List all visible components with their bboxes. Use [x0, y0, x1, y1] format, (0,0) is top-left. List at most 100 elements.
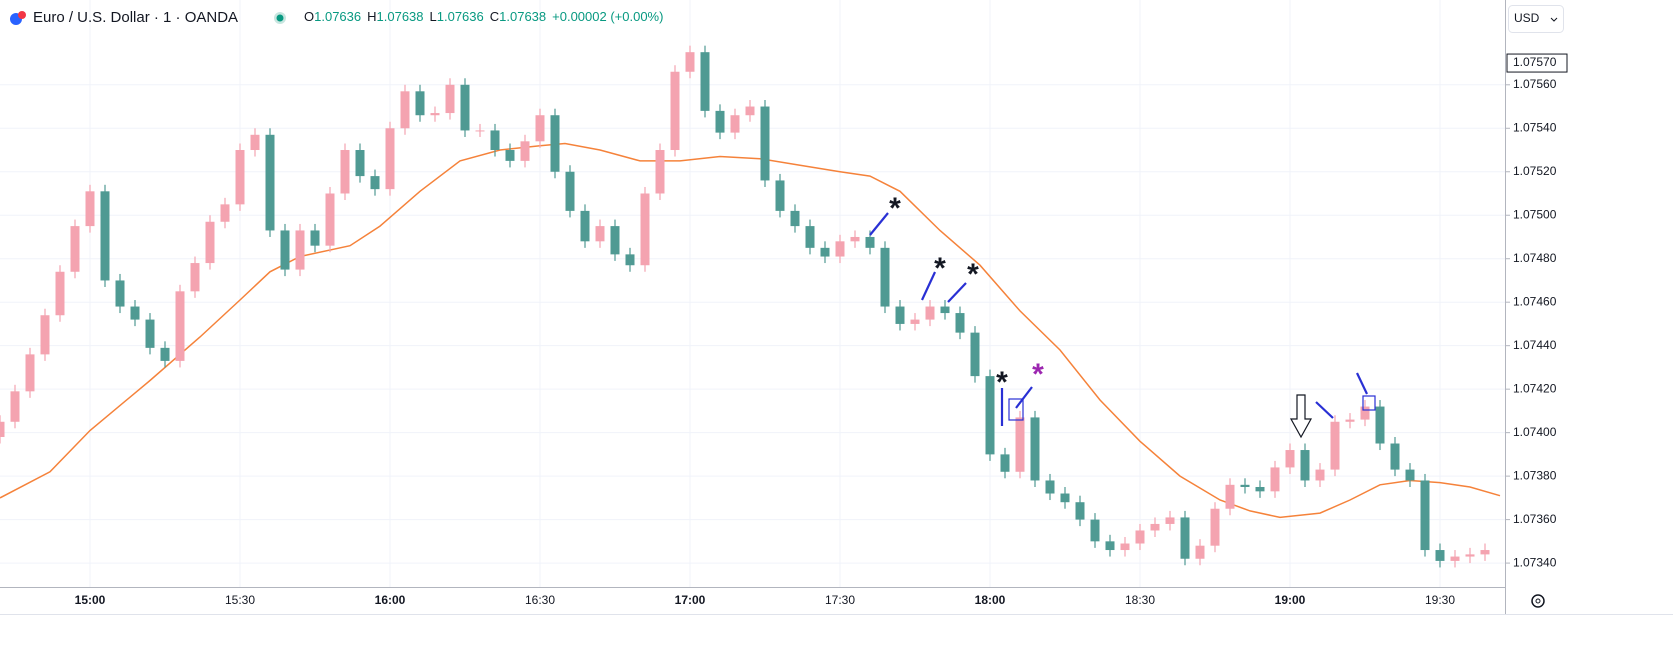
y-tick-label: 1.07520 — [1513, 164, 1557, 178]
candle-body — [565, 171, 575, 211]
asterisk: * — [1032, 358, 1044, 391]
price-label-box — [1506, 53, 1568, 73]
y-tick-label: 1.07540 — [1513, 120, 1557, 134]
ohlc-value: 1.07636 — [437, 9, 484, 24]
candle-body — [655, 150, 665, 194]
candle-body — [790, 210, 800, 227]
candle-body — [505, 150, 515, 161]
candle-body — [1120, 543, 1130, 551]
candle-body — [550, 115, 560, 172]
candle-body — [415, 91, 425, 116]
candle-body — [910, 319, 920, 324]
y-tick-label: 1.07500 — [1513, 207, 1557, 221]
x-tick-label: 15:30 — [225, 593, 255, 607]
candle-body — [40, 315, 50, 355]
candle-body — [1015, 417, 1025, 472]
x-tick-label: 18:00 — [975, 593, 1006, 607]
candle-body — [1210, 508, 1220, 546]
candle-body — [265, 134, 275, 231]
candle-body — [1435, 550, 1445, 561]
candle-body — [760, 106, 770, 181]
candle-body — [475, 130, 485, 132]
candle-body — [1045, 480, 1055, 494]
candle-body — [190, 263, 200, 292]
x-tick-label: 17:00 — [675, 593, 706, 607]
candle-body — [670, 71, 680, 151]
ohlc-label: H — [367, 9, 376, 24]
y-tick-label: 1.07420 — [1513, 381, 1557, 395]
y-tick-label: 1.07360 — [1513, 512, 1557, 526]
trend-line — [1356, 372, 1368, 395]
candle-body — [520, 141, 530, 161]
y-tick-label: 1.07460 — [1513, 294, 1557, 308]
ohlc-value: 1.07636 — [314, 9, 361, 24]
candle-body — [1075, 502, 1085, 520]
candle-body — [625, 254, 635, 266]
candle-body — [1360, 406, 1370, 420]
candle-body — [955, 313, 965, 333]
ohlc-value: 1.07638 — [499, 9, 546, 24]
candle-body — [385, 128, 395, 190]
candle-body — [820, 247, 830, 257]
settings-button[interactable] — [1531, 594, 1545, 608]
y-tick-label: 1.07560 — [1513, 77, 1557, 91]
asterisk: * — [889, 192, 901, 225]
asterisk: * — [967, 258, 979, 291]
box — [1008, 398, 1024, 421]
candle-body — [1195, 545, 1205, 559]
candle-body — [355, 150, 365, 177]
trend-line — [921, 271, 936, 301]
box — [1362, 395, 1376, 411]
x-tick-label: 16:30 — [525, 593, 555, 607]
candle-body — [160, 347, 170, 361]
trend-line — [947, 282, 967, 303]
dropdown-caret[interactable] — [1550, 17, 1558, 22]
candle-body — [0, 421, 5, 437]
ohlc-label: C — [490, 9, 499, 24]
candle-body — [1255, 486, 1265, 492]
candle-body — [340, 150, 350, 194]
candle-body — [1330, 421, 1340, 470]
candle-body — [595, 226, 605, 242]
candle-body — [1465, 554, 1475, 557]
x-tick-label: 18:30 — [1125, 593, 1155, 607]
candle-body — [1390, 443, 1400, 470]
candle-body — [145, 319, 155, 348]
candle-body — [70, 226, 80, 272]
candle-body — [1480, 550, 1490, 555]
y-tick-label: 1.07380 — [1513, 468, 1557, 482]
candle-body — [1375, 406, 1385, 444]
candle-body — [1135, 530, 1145, 544]
candle-body — [1090, 519, 1100, 542]
candle-body — [1405, 469, 1415, 481]
moving-average — [0, 142, 1501, 519]
y-tick-label: 1.07480 — [1513, 251, 1557, 265]
candle-body — [130, 306, 140, 320]
candle-body — [1060, 493, 1070, 503]
candle-body — [1285, 450, 1295, 468]
candle-body — [730, 115, 740, 133]
candle-body — [535, 115, 545, 142]
x-tick-label: 15:00 — [75, 593, 106, 607]
candle-body — [460, 84, 470, 131]
candle-body — [1345, 419, 1355, 422]
settings-button[interactable] — [1535, 598, 1541, 604]
candle-body — [25, 354, 35, 392]
candle-body — [1420, 480, 1430, 551]
trend-line — [1315, 401, 1334, 419]
x-tick-label: 19:30 — [1425, 593, 1455, 607]
candle-body — [310, 230, 320, 246]
candle-body — [970, 332, 980, 377]
currency-label[interactable]: USD — [1514, 11, 1540, 25]
candle-body — [715, 110, 725, 133]
currency-select[interactable] — [1508, 5, 1564, 33]
candle-body — [445, 84, 455, 114]
arrow-marker — [1289, 394, 1313, 439]
x-tick-label: 16:00 — [375, 593, 406, 607]
y-tick-label: 1.07440 — [1513, 338, 1557, 352]
candle-body — [55, 271, 65, 316]
candle-body — [805, 226, 815, 248]
candle-body — [1270, 467, 1280, 492]
